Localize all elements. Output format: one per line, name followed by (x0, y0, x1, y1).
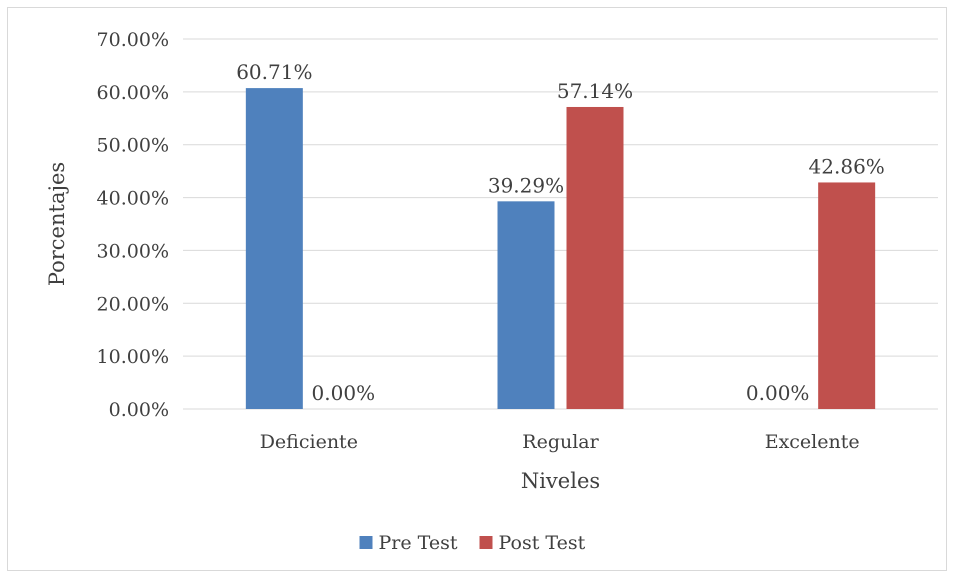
data-label: 42.86% (809, 154, 885, 178)
x-tick-label: Regular (522, 431, 599, 453)
x-tick-labels: Deficiente Regular Excelente (260, 431, 860, 453)
y-tick-label: 60.00% (97, 82, 169, 104)
data-label: 0.00% (746, 381, 810, 405)
bar (245, 88, 303, 410)
y-tick-labels: 0.00% 10.00% 20.00% 30.00% 40.00% 50.00% 60.00… (97, 29, 169, 421)
data-label: 60.71% (236, 60, 312, 84)
y-tick-label: 50.00% (97, 135, 169, 157)
chart-frame (7, 7, 947, 571)
data-label: 39.29% (488, 173, 564, 197)
y-tick-label: 30.00% (97, 240, 169, 262)
legend-label: Post Test (499, 532, 586, 554)
bar (497, 201, 555, 409)
gridlines (183, 38, 938, 410)
bar (818, 182, 876, 409)
y-tick-label: 40.00% (97, 188, 169, 210)
y-tick-label: 0.00% (109, 399, 169, 421)
data-label: 57.14% (557, 79, 633, 103)
bars (245, 88, 876, 410)
legend-swatch (479, 536, 493, 549)
y-axis-title: Porcentajes (45, 162, 69, 286)
x-axis-title: Niveles (521, 469, 600, 493)
y-tick-label: 20.00% (97, 293, 169, 315)
data-label: 0.00% (312, 381, 376, 405)
legend-swatch (359, 536, 373, 549)
bar (566, 106, 624, 409)
x-tick-label: Excelente (765, 431, 860, 453)
x-tick-label: Deficiente (260, 431, 358, 453)
data-labels: 60.71% 0.00% 39.29% 57.14% 0.00% 42.86% (236, 60, 885, 405)
y-tick-label: 70.00% (97, 29, 169, 51)
legend: Pre Test Post Test (359, 532, 586, 554)
legend-label: Pre Test (379, 532, 458, 554)
y-tick-label: 10.00% (97, 346, 169, 368)
